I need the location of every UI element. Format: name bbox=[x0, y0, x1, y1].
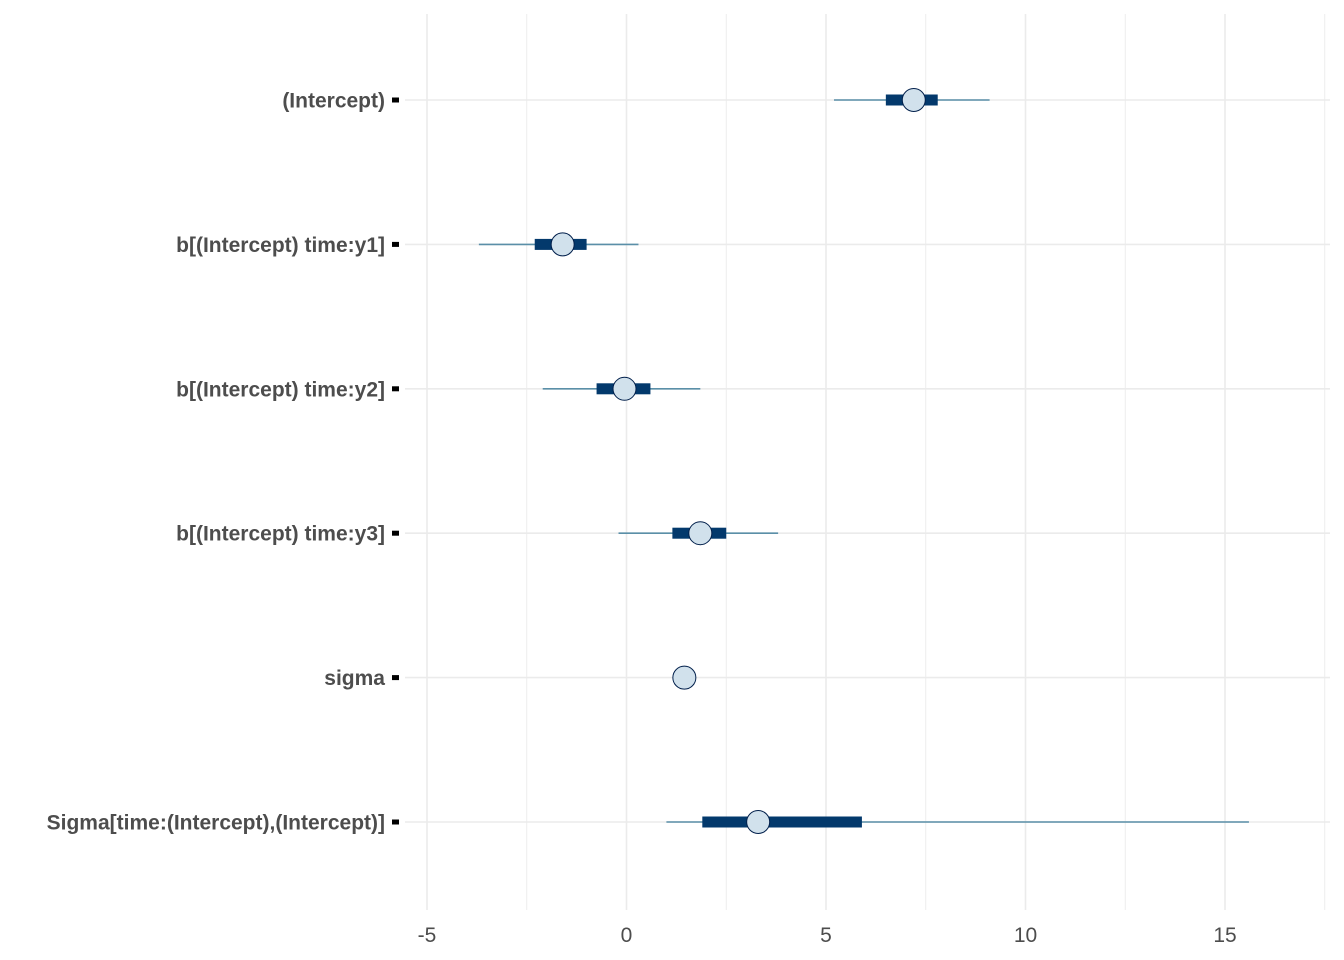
x-tick-labels: -5 0 5 10 15 bbox=[418, 924, 1237, 947]
y-tick-label: b[(Intercept) time:y3] bbox=[176, 523, 385, 546]
point-estimate bbox=[672, 665, 697, 690]
y-ticks bbox=[392, 97, 399, 825]
x-tick-label: 0 bbox=[621, 924, 633, 947]
point-estimate bbox=[901, 88, 926, 112]
y-tick-mark bbox=[392, 530, 399, 536]
point-estimate bbox=[746, 810, 771, 834]
x-tick-label: 10 bbox=[1014, 924, 1037, 947]
y-tick-mark bbox=[392, 97, 399, 103]
point-estimate bbox=[612, 376, 637, 401]
x-tick-label: 15 bbox=[1213, 924, 1236, 947]
x-tick-label: -5 bbox=[418, 924, 437, 947]
inner-interval-bar bbox=[702, 816, 862, 828]
y-tick-label: (Intercept) bbox=[282, 90, 385, 113]
y-tick-mark bbox=[392, 675, 399, 681]
point-estimate bbox=[688, 521, 713, 546]
y-tick-label: b[(Intercept) time:y1] bbox=[176, 234, 385, 257]
y-tick-label: b[(Intercept) time:y2] bbox=[176, 378, 385, 401]
y-tick-label: Sigma[time:(Intercept),(Intercept)] bbox=[47, 812, 385, 835]
point-estimate bbox=[550, 232, 575, 257]
y-tick-mark bbox=[392, 819, 399, 825]
x-tick-label: 5 bbox=[820, 924, 832, 947]
y-tick-mark bbox=[392, 386, 399, 392]
y-tick-label: sigma bbox=[324, 667, 385, 690]
y-tick-mark bbox=[392, 241, 399, 247]
interval-marks bbox=[478, 88, 1249, 834]
y-tick-labels: (Intercept) b[(Intercept) time:y1] b[(Inte… bbox=[47, 90, 386, 835]
grid-layer bbox=[405, 14, 1330, 910]
